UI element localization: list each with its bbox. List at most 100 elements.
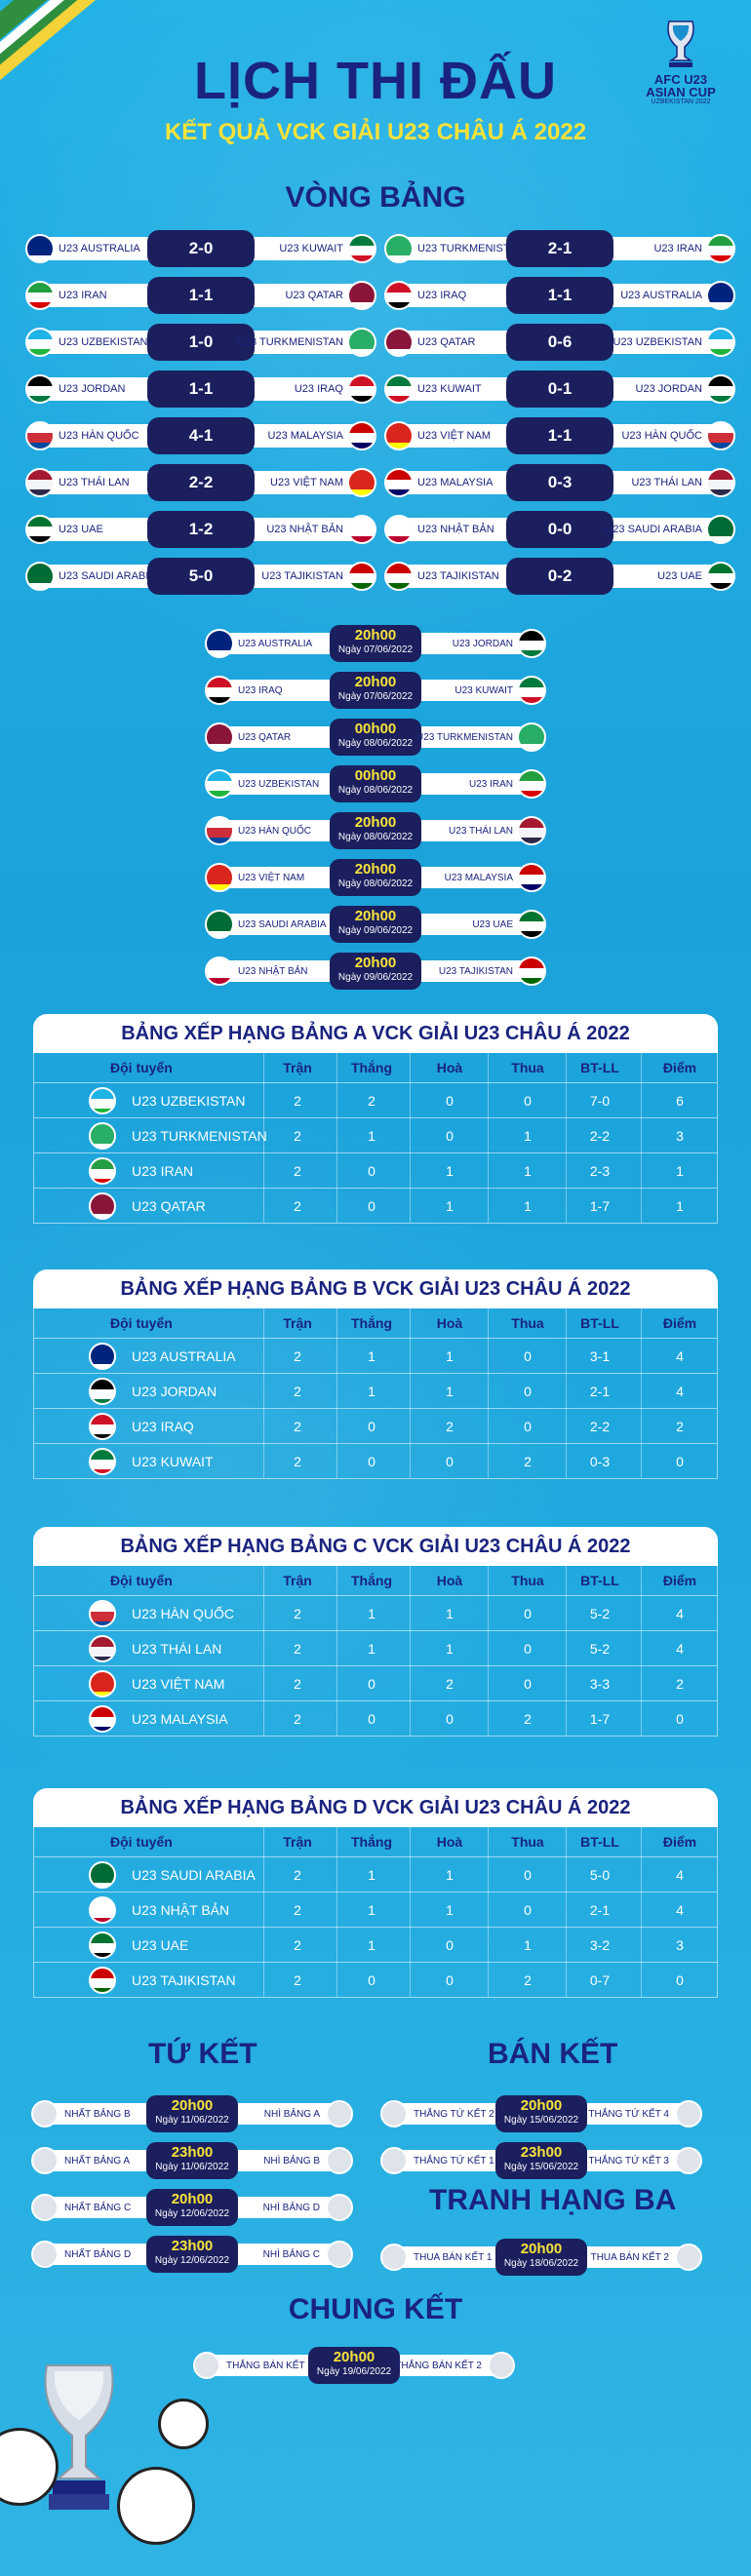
cell-win: 0 [368, 1198, 376, 1214]
cell-pts: 4 [676, 1384, 684, 1399]
table-row: U23 UZBEKISTAN 2 2 0 0 7-0 6 [34, 1082, 717, 1117]
home-team: U23 NHẬT BẢN [417, 524, 494, 535]
table-row: U23 MALAYSIA 2 0 0 2 1-7 0 [34, 1700, 717, 1736]
cell-pts: 6 [676, 1093, 684, 1109]
home-team: U23 QATAR [417, 336, 476, 348]
cell-draw: 1 [446, 1198, 454, 1214]
kickoff-time: 20h00 [520, 2241, 563, 2257]
cell-draw: 0 [446, 1454, 454, 1469]
afc-logo: AFC U23 ASIAN CUP UZBEKISTAN 2022 [632, 18, 730, 105]
away-team: U23 THÁI LAN [631, 477, 702, 488]
header-loss: Thua [511, 1573, 544, 1588]
match-result-row: U23 UAE 1-2 U23 NHẬT BẢN [25, 511, 376, 548]
team-name: U23 IRAQ [132, 1419, 194, 1434]
away-team: U23 JORDAN [452, 639, 513, 649]
standings-body: Đội tuyển Trận Thắng Hoà Thua BT-LL Điểm U23 SA… [33, 1827, 718, 1998]
standings-table: BẢNG XẾP HẠNG BẢNG B VCK GIẢI U23 CHÂU Á… [33, 1269, 718, 1479]
quarter-finals-title: TỨ KẾT [148, 2038, 257, 2070]
away-team: U23 AUSTRALIA [620, 290, 702, 301]
cell-loss: 1 [524, 1128, 532, 1144]
home-team: U23 TAJIKISTAN [417, 570, 499, 582]
standings-title: BẢNG XẾP HẠNG BẢNG C VCK GIẢI U23 CHÂU Á… [33, 1527, 718, 1566]
cell-draw: 1 [446, 1606, 454, 1621]
header-played: Trận [283, 1834, 312, 1850]
cell-pts: 3 [676, 1937, 684, 1953]
header-loss: Thua [511, 1315, 544, 1331]
match-result-row: U23 MALAYSIA 0-3 U23 THÁI LAN [384, 464, 735, 501]
grid-line [488, 1827, 489, 1997]
away-team: U23 IRAN [468, 779, 513, 790]
header-loss: Thua [511, 1834, 544, 1850]
header-gd: BT-LL [580, 1834, 619, 1850]
away-flag-icon [706, 234, 735, 263]
header-team: Đội tuyển [110, 1060, 173, 1075]
away-flag-icon [517, 816, 546, 845]
kickoff-time: 20h00 [354, 908, 397, 924]
away-slot: NHÌ BẢNG B [263, 2156, 320, 2166]
team-flag-icon [89, 1896, 116, 1924]
grid-line [410, 1053, 411, 1223]
team-name: U23 KUWAIT [132, 1454, 214, 1469]
cell-gd: 2-1 [589, 1384, 611, 1399]
standings-body: Đội tuyển Trận Thắng Hoà Thua BT-LL Điểm U23 HÀ… [33, 1566, 718, 1737]
header-win: Thắng [351, 1315, 392, 1331]
grid-line [410, 1566, 411, 1736]
header-win: Thắng [351, 1060, 392, 1075]
kickoff-box: 20h00 Ngày 12/06/2022 [146, 2189, 238, 2226]
away-slot: NHÌ BẢNG C [262, 2249, 320, 2260]
away-flag-icon [706, 515, 735, 544]
cell-win: 1 [368, 1937, 376, 1953]
home-team: U23 IRAN [59, 290, 107, 301]
cell-gd: 0-3 [589, 1454, 611, 1469]
away-flag-icon [517, 910, 546, 939]
cell-win: 0 [368, 1711, 376, 1727]
table-row: U23 TURKMENISTAN 2 1 0 1 2-2 3 [34, 1117, 717, 1152]
team-flag-icon [89, 1967, 116, 1994]
kickoff-time: 20h00 [354, 814, 397, 831]
kickoff-date: Ngày 19/06/2022 [316, 2366, 392, 2377]
cell-pts: 2 [676, 1676, 684, 1692]
table-row: U23 VIỆT NAM 2 0 2 0 3-3 2 [34, 1665, 717, 1700]
schedule-row: U23 UZBEKISTAN 00h00 Ngày 08/06/2022 U23 IR… [205, 764, 546, 803]
knockout-match-row: THẮNG TỨ KẾT 1 23h00 Ngày 15/06/2022 THẮNG … [380, 2141, 702, 2180]
grid-line [263, 1053, 264, 1223]
header-team: Đội tuyển [110, 1573, 173, 1588]
home-flag-icon [384, 562, 414, 591]
table-row: U23 IRAQ 2 0 2 0 2-2 2 [34, 1408, 717, 1443]
home-team: U23 IRAQ [238, 685, 283, 696]
home-slot: THẮNG TỨ KẾT 2 [414, 2109, 494, 2120]
standings-table: BẢNG XẾP HẠNG BẢNG A VCK GIẢI U23 CHÂU Á… [33, 1014, 718, 1224]
home-team: U23 HÀN QUỐC [238, 826, 312, 837]
schedule-row: U23 VIỆT NAM 20h00 Ngày 08/06/2022 U23 MALA… [205, 858, 546, 897]
away-team: U23 UZBEKISTAN [613, 336, 703, 348]
schedule-row: U23 NHẬT BẢN 20h00 Ngày 09/06/2022 U23 TAJI… [205, 952, 546, 991]
cell-pts: 4 [676, 1348, 684, 1364]
kickoff-date: Ngày 08/06/2022 [337, 785, 414, 796]
cell-win: 1 [368, 1384, 376, 1399]
cell-played: 2 [294, 1198, 301, 1214]
kickoff-box: 20h00 Ngày 15/06/2022 [495, 2095, 587, 2132]
team-name: U23 NHẬT BẢN [132, 1902, 230, 1918]
away-team: U23 TAJIKISTAN [261, 570, 343, 582]
home-flag-icon [384, 281, 414, 310]
match-result-row: U23 NHẬT BẢN 0-0 U23 SAUDI ARABIA [384, 511, 735, 548]
home-flag-icon [205, 816, 234, 845]
cell-win: 0 [368, 1972, 376, 1988]
cell-loss: 1 [524, 1198, 532, 1214]
cell-gd: 3-1 [589, 1348, 611, 1364]
header-gd: BT-LL [580, 1573, 619, 1588]
cell-played: 2 [294, 1711, 301, 1727]
table-row: U23 IRAN 2 0 1 1 2-3 1 [34, 1152, 717, 1188]
cell-draw: 1 [446, 1163, 454, 1179]
team-name: U23 JORDAN [132, 1384, 217, 1399]
group-stage-title: VÒNG BẢNG [285, 181, 466, 214]
home-flag-icon [384, 421, 414, 450]
schedule-row: U23 AUSTRALIA 20h00 Ngày 07/06/2022 U23 JOR… [205, 624, 546, 663]
home-flag-icon [384, 234, 414, 263]
kickoff-box: 20h00 Ngày 09/06/2022 [330, 953, 421, 990]
away-team: U23 NHẬT BẢN [266, 524, 343, 535]
cell-win: 1 [368, 1867, 376, 1883]
cell-loss: 0 [524, 1419, 532, 1434]
standings-table: BẢNG XẾP HẠNG BẢNG D VCK GIẢI U23 CHÂU Á… [33, 1788, 718, 1998]
